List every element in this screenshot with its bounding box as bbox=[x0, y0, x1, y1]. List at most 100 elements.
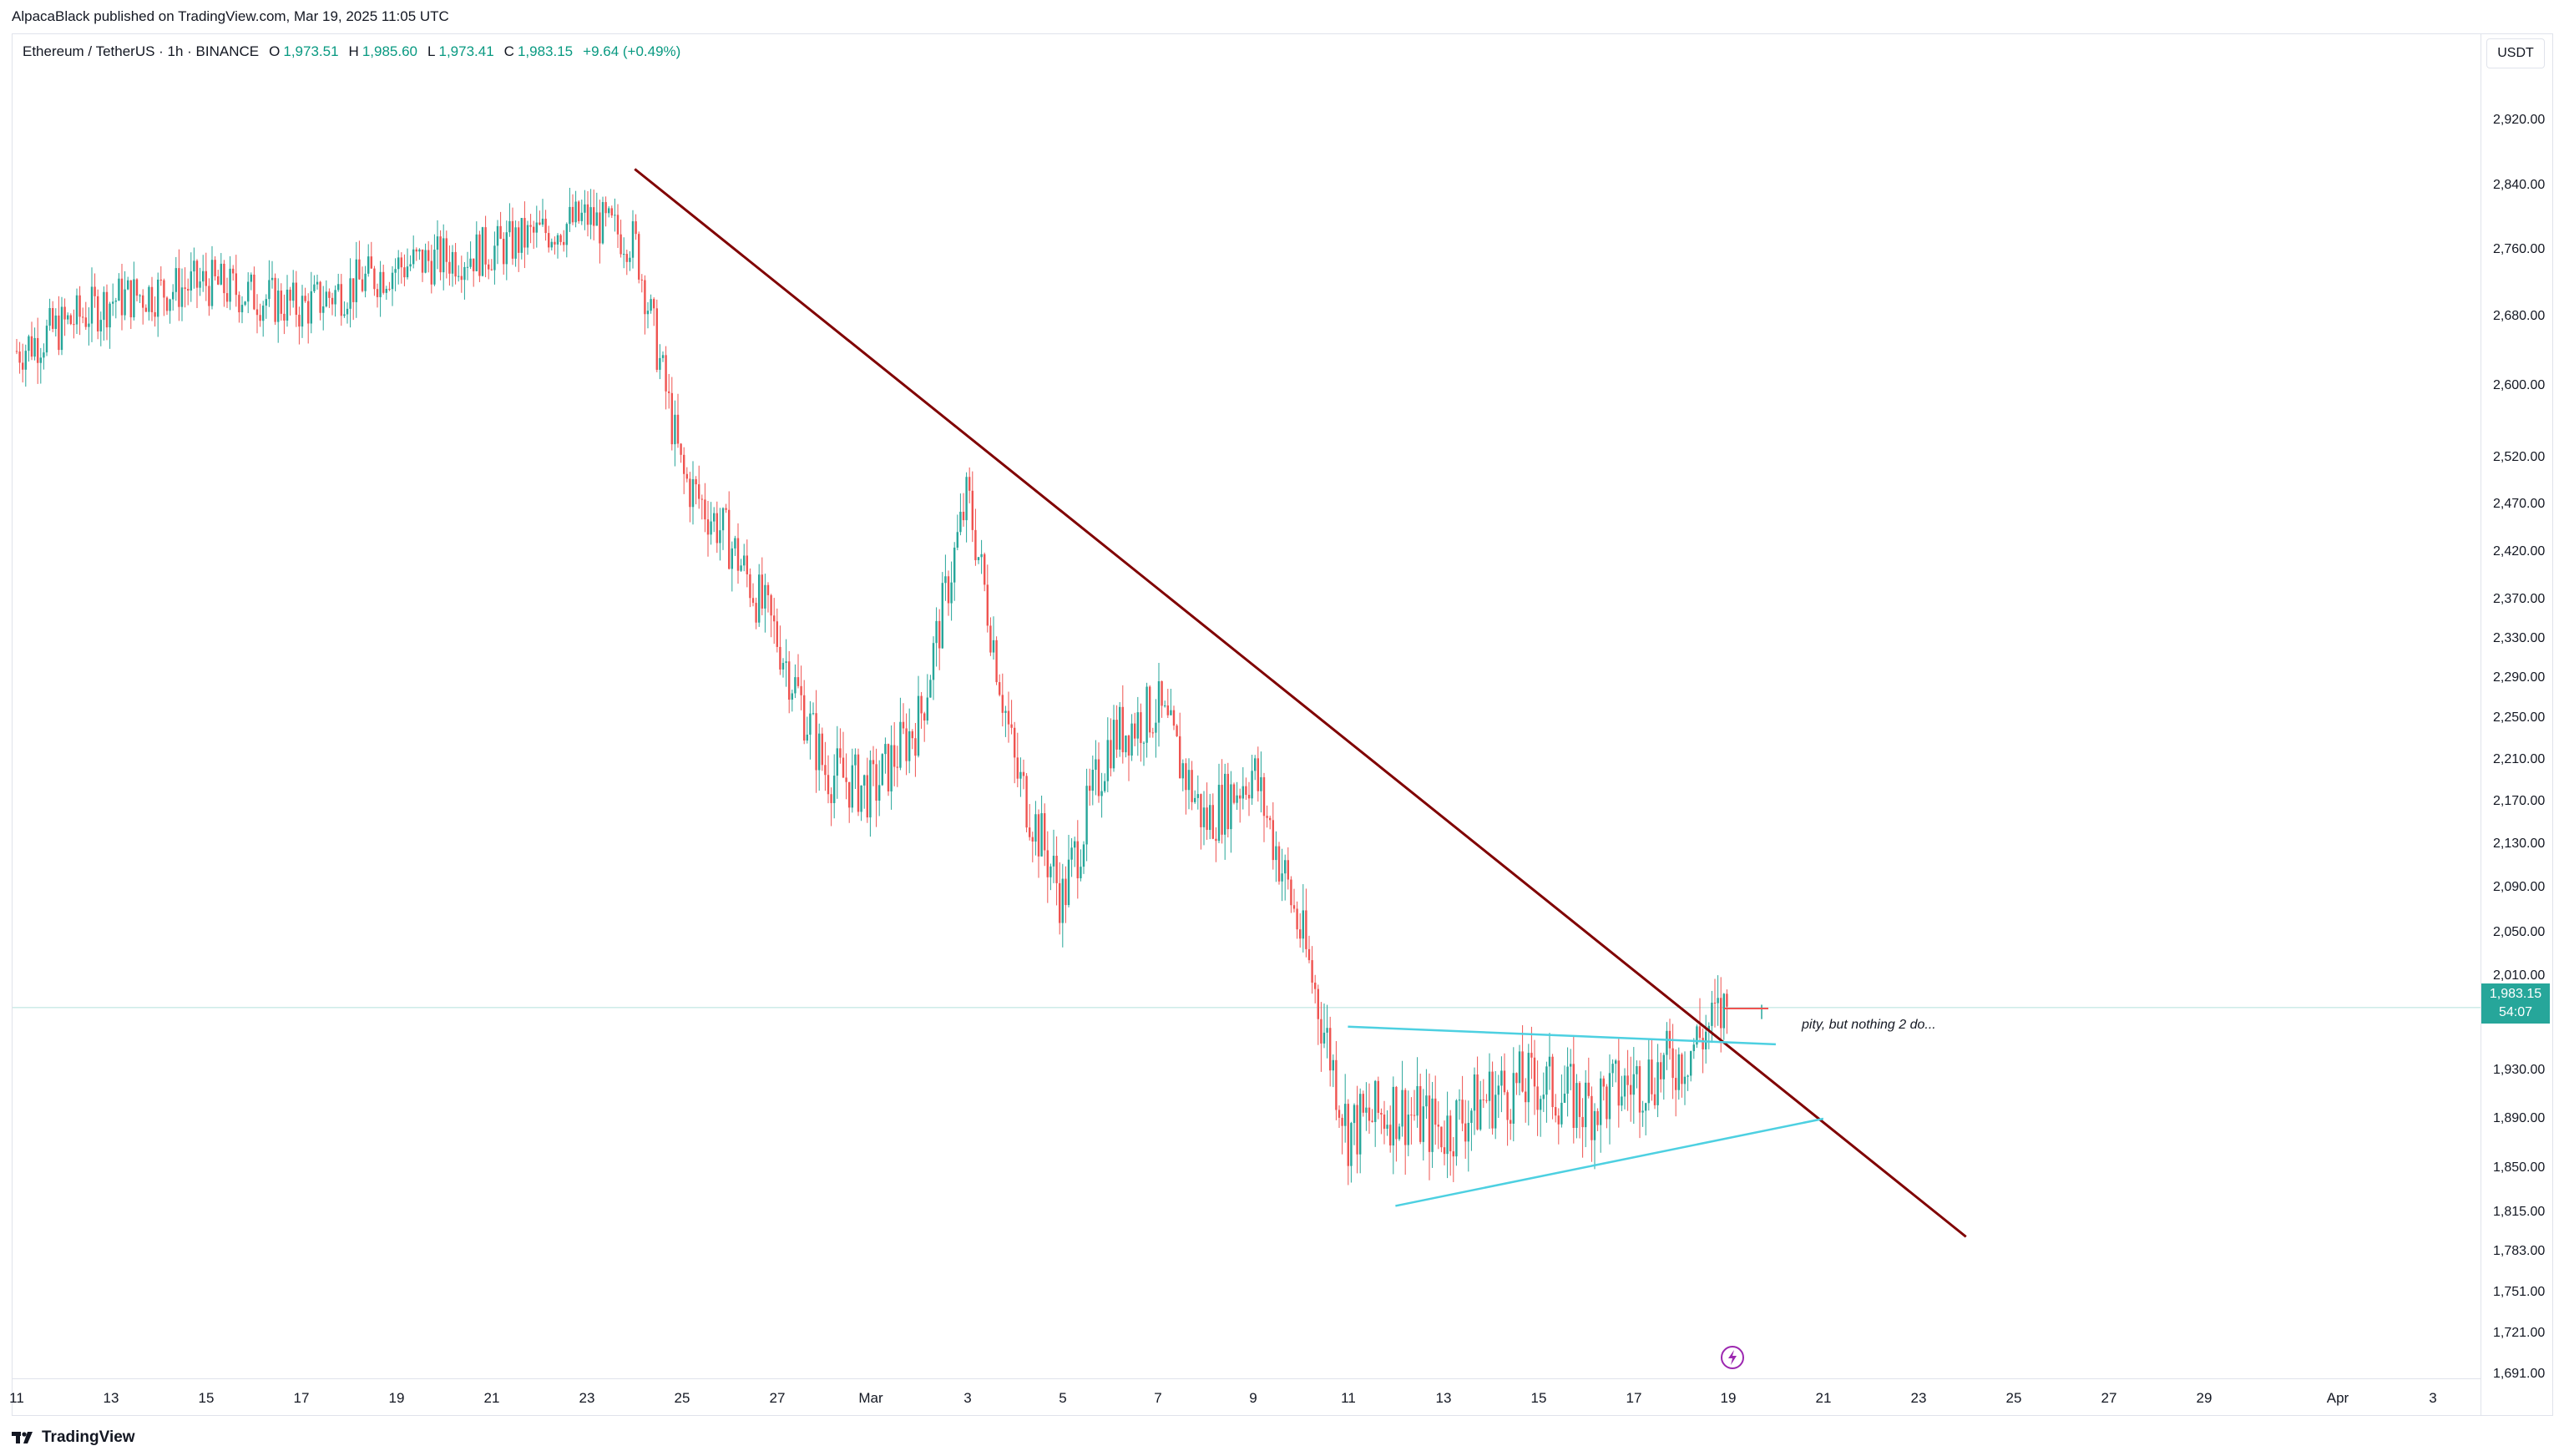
triangle-lower-line[interactable] bbox=[1395, 1117, 1824, 1207]
time-tick-label: 13 bbox=[103, 1390, 119, 1406]
candle-body bbox=[295, 282, 297, 316]
candle-body bbox=[1585, 1082, 1587, 1128]
candle-body bbox=[1660, 1062, 1662, 1079]
candle-body bbox=[283, 313, 286, 321]
candle-body bbox=[1656, 1062, 1659, 1105]
price-tick-label: 2,130.00 bbox=[2493, 837, 2546, 851]
candle-body bbox=[1356, 1105, 1358, 1155]
candle-body bbox=[1681, 1054, 1683, 1084]
candle-body bbox=[1611, 1064, 1614, 1074]
candle-body bbox=[755, 603, 757, 623]
candle-body bbox=[1034, 814, 1037, 842]
candle-body bbox=[781, 663, 785, 670]
candle-body bbox=[1181, 763, 1184, 779]
candle-body bbox=[286, 289, 289, 321]
price-tick-label: 1,930.00 bbox=[2493, 1063, 2546, 1077]
candle-body bbox=[716, 513, 718, 543]
current-price-value: 1,983.15 bbox=[2489, 987, 2542, 1001]
candle-body bbox=[905, 728, 908, 761]
candle-body bbox=[1437, 1125, 1439, 1127]
chart-annotation-text[interactable]: pity, but nothing 2 do... bbox=[1802, 1018, 1936, 1032]
candle-body bbox=[902, 721, 905, 729]
candle-body bbox=[1510, 1120, 1512, 1124]
candle-body bbox=[794, 677, 797, 694]
candle-body bbox=[33, 337, 36, 357]
candle-body bbox=[1570, 1064, 1572, 1067]
candle-body bbox=[94, 286, 96, 296]
candle-body bbox=[857, 754, 860, 812]
candle-body bbox=[1617, 1060, 1620, 1106]
candle-body bbox=[484, 227, 487, 265]
candle-body bbox=[133, 279, 135, 318]
candle-body bbox=[935, 620, 938, 644]
time-tick-label: 3 bbox=[963, 1390, 972, 1406]
candle-body bbox=[650, 299, 652, 311]
candle-body bbox=[986, 584, 989, 626]
footer-branding[interactable]: TradingView bbox=[12, 1428, 135, 1447]
time-tick-label: 17 bbox=[1626, 1390, 1642, 1406]
candle-body bbox=[854, 754, 857, 766]
candle-body bbox=[142, 295, 144, 308]
candle-body bbox=[704, 499, 706, 520]
candle-body bbox=[578, 201, 580, 221]
candle-body bbox=[1563, 1093, 1566, 1103]
currency-selector[interactable]: USDT bbox=[2486, 38, 2545, 68]
candle-body bbox=[514, 227, 517, 259]
candle-body bbox=[1470, 1110, 1473, 1123]
candle-body bbox=[646, 311, 650, 315]
flash-icon[interactable] bbox=[1720, 1345, 1745, 1370]
time-axis[interactable] bbox=[13, 1378, 2481, 1416]
candle-body bbox=[355, 259, 357, 302]
candle-body bbox=[1467, 1122, 1469, 1142]
time-tick-label: 23 bbox=[1910, 1390, 1927, 1406]
candle-body bbox=[533, 226, 535, 233]
candle-body bbox=[1512, 1073, 1515, 1124]
candle-body bbox=[890, 745, 893, 791]
candle-body bbox=[1281, 873, 1283, 882]
candle-body bbox=[454, 251, 457, 277]
candle-body bbox=[1230, 784, 1232, 830]
candle-body bbox=[1600, 1078, 1602, 1125]
candle-body bbox=[1095, 759, 1097, 770]
candle-body bbox=[593, 207, 595, 226]
candle-body bbox=[1575, 1083, 1578, 1128]
candle-body bbox=[962, 511, 965, 521]
symbol-legend[interactable]: Ethereum / TetherUS · 1h · BINANCE O 1,97… bbox=[23, 43, 680, 60]
candle-body bbox=[1542, 1095, 1545, 1100]
candle-body bbox=[1215, 838, 1217, 842]
candle-body bbox=[1392, 1086, 1394, 1146]
candle-body bbox=[205, 270, 207, 286]
candle-body bbox=[710, 521, 712, 535]
candle-body bbox=[535, 222, 538, 233]
candle-body bbox=[1322, 1032, 1326, 1044]
triangle-upper-line[interactable] bbox=[1348, 1025, 1776, 1046]
candle-body bbox=[520, 218, 523, 253]
candle-body bbox=[1332, 1059, 1334, 1071]
candle-body bbox=[1076, 841, 1079, 879]
price-tick-label: 2,680.00 bbox=[2493, 309, 2546, 323]
candle-body bbox=[691, 478, 695, 508]
candle-body bbox=[773, 615, 776, 622]
price-axis[interactable] bbox=[2481, 34, 2552, 1416]
candle-body bbox=[409, 264, 412, 267]
symbol-name[interactable]: Ethereum / TetherUS · 1h · BINANCE bbox=[23, 43, 260, 59]
time-tick-label: 19 bbox=[388, 1390, 405, 1406]
candle-body bbox=[1145, 686, 1148, 743]
candle-body bbox=[1110, 740, 1112, 769]
candle-body bbox=[1209, 805, 1211, 831]
high-value: 1,985.60 bbox=[362, 43, 418, 59]
candle-body bbox=[1389, 1125, 1392, 1146]
candle-body bbox=[992, 640, 995, 653]
candle-body bbox=[541, 218, 544, 225]
candle-body bbox=[1070, 847, 1073, 860]
candle-body bbox=[1578, 1083, 1581, 1117]
candle-body bbox=[1368, 1107, 1371, 1121]
candle-body bbox=[247, 281, 250, 302]
candle-body bbox=[923, 713, 926, 721]
candle-body bbox=[1125, 736, 1127, 753]
candle-body bbox=[1302, 910, 1304, 939]
candle-body bbox=[129, 280, 132, 318]
candle-body bbox=[1416, 1085, 1419, 1116]
descending-trendline[interactable] bbox=[634, 168, 1967, 1238]
